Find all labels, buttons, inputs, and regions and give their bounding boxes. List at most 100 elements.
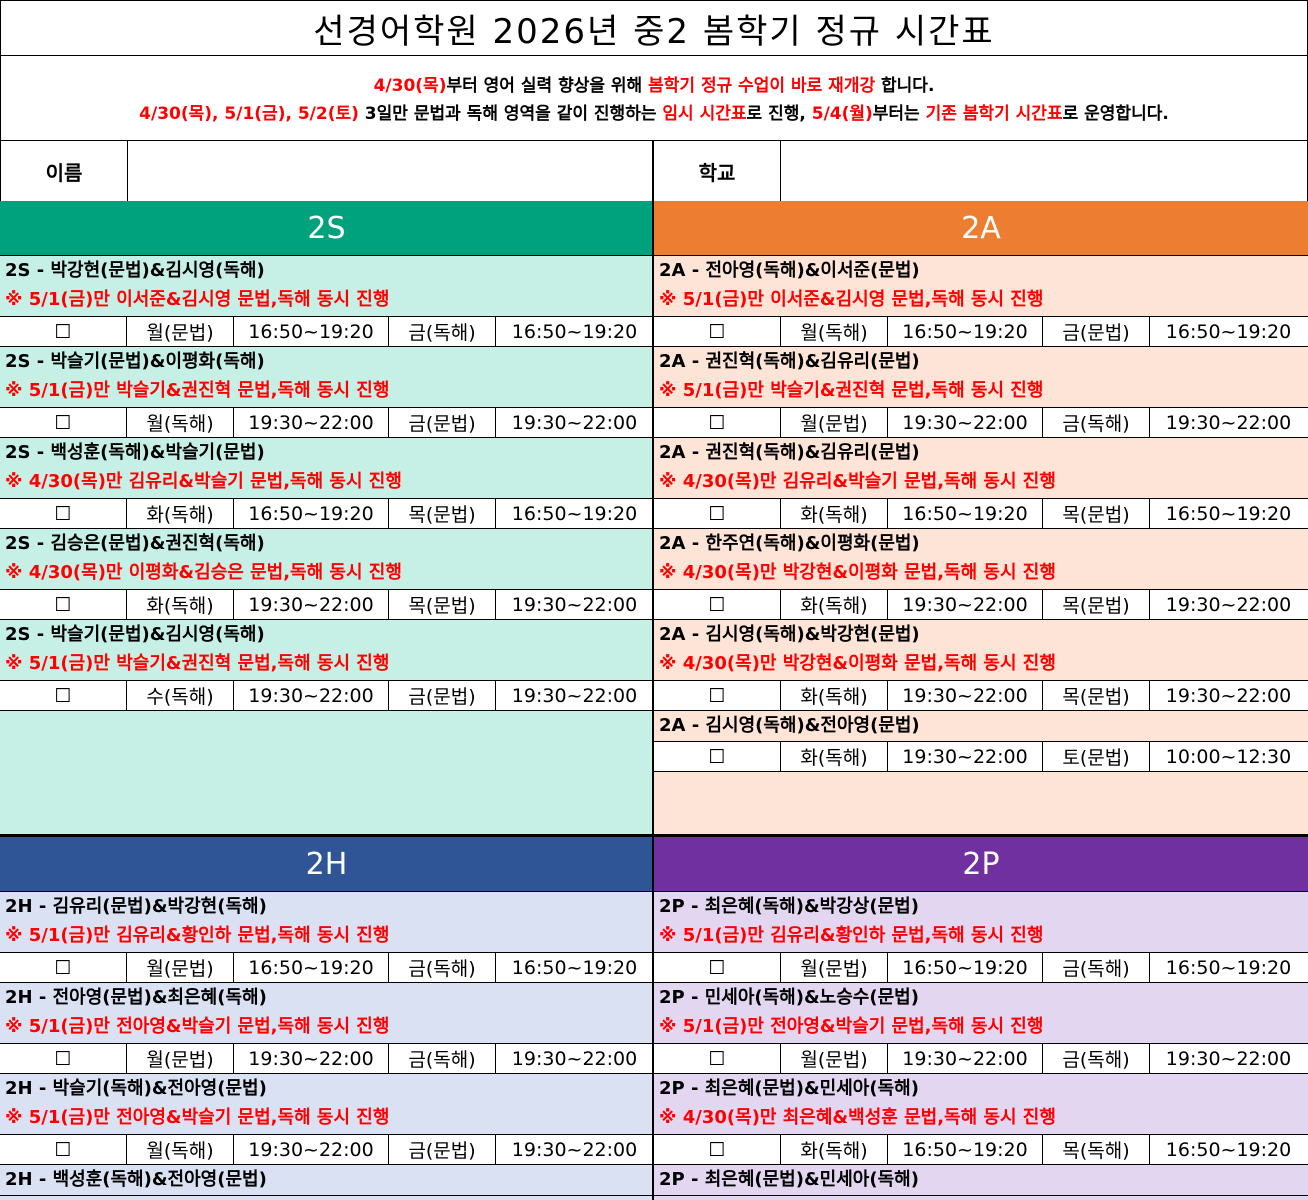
class-title: 2P - 최은혜(문법)&민세아(독해) [659, 1169, 919, 1190]
checkbox[interactable]: ☐ [654, 317, 781, 346]
class-block: 2S - 박슬기(문법)&김시영(독해) ※ 5/1(금)만 박슬기&권진혁 문법… [0, 620, 653, 711]
time-1: 19:30~22:00 [888, 1044, 1043, 1073]
class-block: 2A - 한주연(독해)&이평화(문법) ※ 4/30(목)만 박강현&이평화 문… [654, 529, 1308, 620]
class-note: ※ 4/30(목)만 박강현&이평화 문법,독해 동시 진행 [659, 562, 1056, 583]
day-1: 화(독해) [781, 742, 888, 771]
day-1: 월(문법) [127, 317, 234, 346]
school-field[interactable] [781, 141, 1307, 201]
day-2: 목(문법) [1043, 681, 1150, 710]
class-block: 2H - 전아영(문법)&최은혜(독해) ※ 5/1(금)만 전아영&박슬기 문법… [0, 983, 653, 1074]
notice-line-2: 4/30(목), 5/1(금), 5/2(토) 3일만 문법과 독해 영역을 같… [1, 100, 1307, 128]
time-1: 19:30~22:00 [888, 408, 1043, 437]
checkbox[interactable]: ☐ [0, 681, 127, 710]
day-1: 화(독해) [781, 590, 888, 619]
day-2: 토(문법) [1043, 742, 1150, 771]
time-1: 16:50~19:20 [888, 499, 1043, 528]
class-note: ※ 5/1(금)만 박슬기&권진혁 문법,독해 동시 진행 [5, 380, 390, 401]
time-2: 16:50~19:20 [511, 502, 638, 525]
day-2: 금(문법) [389, 681, 496, 710]
time-2: 16:50~19:20 [1165, 1138, 1292, 1161]
class-block: 2S - 백성훈(독해)&박슬기(문법) ※ 4/30(목)만 김유리&박슬기 문… [0, 438, 653, 529]
notice-segment: 임시 시간표 [662, 104, 747, 124]
time-2: 19:30~22:00 [511, 1138, 638, 1161]
day-2: 목(문법) [389, 590, 496, 619]
schedule-row: ☐ 화(독해) 16:50~19:20 목(문법) 16:50~19:20 [0, 498, 653, 528]
class-title: 2P - 최은혜(문법)&민세아(독해) [659, 1078, 919, 1099]
time-2: 16:50~19:20 [511, 956, 638, 979]
checkbox[interactable]: ☐ [654, 590, 781, 619]
time-2: 19:30~22:00 [511, 1047, 638, 1070]
checkbox[interactable]: ☐ [0, 499, 127, 528]
checkbox[interactable]: ☐ [0, 317, 127, 346]
checkbox[interactable]: ☐ [654, 953, 781, 982]
time-1: 19:30~22:00 [888, 681, 1043, 710]
class-note: ※ 4/30(목)만 김유리&박슬기 문법,독해 동시 진행 [5, 471, 402, 492]
section-2H: 2H 2H - 김유리(문법)&박강현(독해) ※ 5/1(금)만 김유리&황인하 … [0, 837, 653, 1200]
day-2: 목(문법) [1043, 499, 1150, 528]
class-block: 2H - 백성훈(독해)&전아영(문법) [0, 1165, 653, 1196]
class-block: 2A - 김시영(독해)&전아영(문법) ☐ 화(독해) 19:30~22:00 토(문… [654, 711, 1308, 772]
class-title: 2H - 백성훈(독해)&전아영(문법) [5, 1169, 267, 1190]
time-2: 19:30~22:00 [1165, 593, 1292, 616]
class-block: 2P - 민세아(독해)&노승수(문법) ※ 5/1(금)만 전아영&박슬기 문법… [654, 983, 1308, 1074]
class-block: 2A - 김시영(독해)&박강현(문법) ※ 4/30(목)만 박강현&이평화 문… [654, 620, 1308, 711]
time-2: 16:50~19:20 [1165, 502, 1292, 525]
class-note: ※ 5/1(금)만 박슬기&권진혁 문법,독해 동시 진행 [5, 653, 390, 674]
schedule-row: ☐ 월(문법) 19:30~22:00 금(독해) 19:30~22:00 [654, 407, 1308, 437]
checkbox[interactable]: ☐ [654, 1135, 781, 1164]
time-2: 16:50~19:20 [1165, 956, 1292, 979]
time-1: 19:30~22:00 [888, 590, 1043, 619]
checkbox[interactable]: ☐ [0, 590, 127, 619]
time-2: 19:30~22:00 [511, 593, 638, 616]
class-block: 2A - 권진혁(독해)&김유리(문법) ※ 4/30(목)만 김유리&박슬기 문… [654, 438, 1308, 529]
checkbox[interactable]: ☐ [0, 408, 127, 437]
day-1: 월(독해) [781, 317, 888, 346]
schedule-row: ☐ 월(문법) 16:50~19:20 금(독해) 16:50~19:20 [654, 952, 1308, 982]
checkbox[interactable]: ☐ [654, 681, 781, 710]
checkbox[interactable]: ☐ [654, 742, 781, 771]
time-1: 19:30~22:00 [234, 1135, 389, 1164]
class-block: 2H - 박슬기(독해)&전아영(문법) ※ 5/1(금)만 전아영&박슬기 문법… [0, 1074, 653, 1165]
class-note: ※ 5/1(금)만 박슬기&권진혁 문법,독해 동시 진행 [659, 380, 1044, 401]
day-2: 금(문법) [389, 1135, 496, 1164]
checkbox[interactable]: ☐ [0, 1044, 127, 1073]
class-title: 2A - 권진혁(독해)&김유리(문법) [659, 442, 920, 463]
checkbox[interactable]: ☐ [654, 1044, 781, 1073]
day-2: 금(문법) [389, 408, 496, 437]
notice-line-1: 4/30(목)부터 영어 실력 향상을 위해 봄학기 정규 수업이 바로 재개강… [1, 72, 1307, 100]
day-1: 화(독해) [127, 590, 234, 619]
day-2: 목(문법) [389, 499, 496, 528]
name-field[interactable] [128, 141, 654, 201]
day-2: 목(독해) [1043, 1135, 1150, 1164]
section-header-2S: 2S [0, 201, 653, 256]
student-info-row: 이름 학교 [0, 140, 1308, 202]
class-block: 2A - 전아영(독해)&이서준(문법) ※ 5/1(금)만 이서준&김시영 문법… [654, 256, 1308, 347]
checkbox[interactable]: ☐ [0, 953, 127, 982]
class-block: 2A - 권진혁(독해)&김유리(문법) ※ 5/1(금)만 박슬기&권진혁 문법… [654, 347, 1308, 438]
schedule-row: ☐ 화(독해) 19:30~22:00 목(문법) 19:30~22:00 [654, 680, 1308, 710]
day-1: 화(독해) [127, 499, 234, 528]
checkbox[interactable]: ☐ [654, 408, 781, 437]
checkbox[interactable]: ☐ [0, 1135, 127, 1164]
class-title: 2A - 김시영(독해)&전아영(문법) [659, 715, 920, 736]
day-1: 화(독해) [781, 499, 888, 528]
time-1: 16:50~19:20 [234, 317, 389, 346]
section-header-2H: 2H [0, 837, 653, 892]
schedule-row: ☐ 월(독해) 16:50~19:20 금(문법) 16:50~19:20 [654, 316, 1308, 346]
class-note: ※ 5/1(금)만 김유리&황인하 문법,독해 동시 진행 [659, 925, 1044, 946]
day-2: 금(독해) [1043, 408, 1150, 437]
name-label: 이름 [1, 141, 128, 201]
class-title: 2S - 김승은(문법)&권진혁(독해) [5, 533, 265, 554]
checkbox[interactable]: ☐ [654, 499, 781, 528]
day-2: 금(독해) [1043, 1044, 1150, 1073]
class-note: ※ 4/30(목)만 이평화&김승은 문법,독해 동시 진행 [5, 562, 402, 583]
schedule-row: ☐ 월(문법) 16:50~19:20 금(독해) 16:50~19:20 [0, 316, 653, 346]
schedule-row: ☐ 화(독해) 16:50~19:20 목(독해) 16:50~19:20 [654, 1134, 1308, 1164]
class-note: ※ 4/30(목)만 최은혜&백성훈 문법,독해 동시 진행 [659, 1107, 1056, 1128]
section-header-2A: 2A [654, 201, 1308, 256]
class-block: 2S - 박슬기(문법)&이평화(독해) ※ 5/1(금)만 박슬기&권진혁 문법… [0, 347, 653, 438]
time-1: 19:30~22:00 [234, 590, 389, 619]
class-note: ※ 4/30(목)만 김유리&박슬기 문법,독해 동시 진행 [659, 471, 1056, 492]
class-title: 2A - 전아영(독해)&이서준(문법) [659, 260, 920, 281]
class-note: ※ 5/1(금)만 전아영&박슬기 문법,독해 동시 진행 [5, 1016, 390, 1037]
